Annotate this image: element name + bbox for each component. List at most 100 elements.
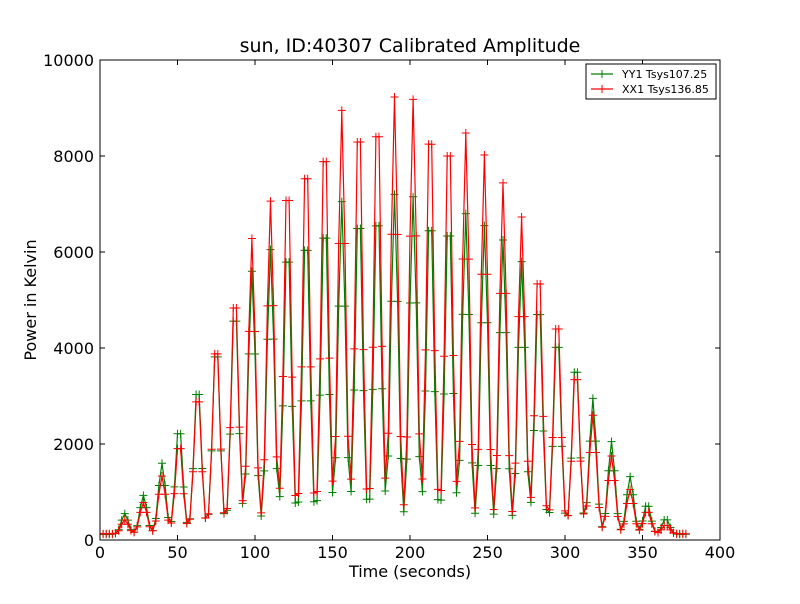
data-point-marker bbox=[325, 354, 334, 363]
data-point-marker bbox=[275, 484, 284, 493]
data-point-marker bbox=[421, 386, 430, 395]
data-point-marker bbox=[120, 515, 129, 524]
y-tick-label: 6000 bbox=[53, 243, 94, 262]
data-point-marker bbox=[613, 512, 622, 521]
data-point-marker bbox=[427, 140, 436, 149]
data-point-marker bbox=[402, 432, 411, 441]
data-point-marker bbox=[303, 246, 312, 255]
data-point-marker bbox=[412, 298, 421, 307]
y-tick-label: 2000 bbox=[53, 435, 94, 454]
y-axis: 0 2000 4000 6000 8000 10000 bbox=[43, 51, 720, 550]
data-point-marker bbox=[359, 345, 368, 354]
data-point-marker bbox=[567, 457, 576, 466]
legend-marker bbox=[598, 70, 606, 78]
data-point-marker bbox=[195, 397, 204, 406]
chart-title: sun, ID:40307 Calibrated Amplitude bbox=[240, 35, 581, 57]
data-point-marker bbox=[139, 498, 148, 507]
data-point-marker bbox=[365, 495, 374, 504]
data-point-marker bbox=[356, 138, 365, 147]
data-point-marker bbox=[592, 448, 600, 457]
data-point-marker bbox=[176, 444, 185, 453]
data-point-marker bbox=[378, 384, 387, 393]
data-point-marker bbox=[474, 461, 483, 470]
data-point-marker bbox=[638, 519, 647, 528]
data-point-marker bbox=[499, 235, 507, 244]
data-point-marker bbox=[272, 464, 281, 473]
data-point-marker bbox=[204, 509, 213, 518]
data-point-marker bbox=[142, 508, 151, 517]
x-tick-label: 100 bbox=[240, 543, 271, 562]
data-point-marker bbox=[409, 95, 418, 104]
data-point-marker bbox=[148, 526, 157, 535]
data-point-marker bbox=[554, 324, 563, 333]
data-point-marker bbox=[588, 394, 597, 403]
data-point-marker bbox=[489, 505, 498, 514]
data-point-marker bbox=[232, 303, 241, 312]
data-point-marker bbox=[344, 453, 352, 462]
data-point-marker bbox=[595, 503, 604, 512]
data-point-marker bbox=[294, 497, 303, 506]
data-point-marker bbox=[399, 507, 408, 516]
data-point-marker bbox=[526, 493, 535, 502]
data-point-marker bbox=[502, 328, 511, 337]
x-axis: 0 50 100 150 200 250 300 350 400 bbox=[95, 60, 735, 562]
data-point-marker bbox=[548, 433, 557, 442]
data-point-marker bbox=[176, 429, 185, 438]
data-point-marker bbox=[158, 459, 166, 468]
data-point-marker bbox=[145, 522, 154, 531]
data-point-marker bbox=[446, 151, 455, 160]
data-point-marker bbox=[626, 472, 635, 481]
data-point-marker bbox=[610, 476, 619, 485]
data-point-marker bbox=[278, 372, 287, 381]
data-point-marker bbox=[418, 487, 427, 496]
data-point-marker bbox=[418, 474, 427, 483]
data-point-marker bbox=[294, 489, 303, 498]
data-point-marker bbox=[619, 519, 628, 528]
data-point-marker bbox=[573, 368, 582, 377]
data-point-marker bbox=[303, 174, 312, 183]
data-point-marker bbox=[288, 373, 297, 382]
data-point-marker bbox=[452, 477, 461, 486]
data-point-marker bbox=[601, 512, 610, 521]
x-tick-label: 150 bbox=[317, 543, 348, 562]
legend-marker bbox=[598, 85, 606, 93]
y-tick-label: 4000 bbox=[53, 339, 94, 358]
data-point-marker bbox=[455, 456, 464, 465]
data-point-marker bbox=[223, 504, 232, 513]
x-tick-label: 200 bbox=[395, 543, 426, 562]
data-point-marker bbox=[480, 221, 489, 230]
data-point-marker bbox=[285, 196, 294, 205]
data-point-marker bbox=[238, 496, 247, 505]
data-point-marker bbox=[415, 429, 424, 438]
data-point-marker bbox=[582, 501, 591, 510]
data-point-marker bbox=[663, 521, 672, 530]
data-point-marker bbox=[278, 401, 287, 410]
data-point-marker bbox=[396, 432, 405, 441]
data-point-marker bbox=[474, 445, 483, 454]
data-point-marker bbox=[390, 92, 399, 101]
data-point-marker bbox=[468, 440, 476, 449]
data-point-marker bbox=[461, 209, 470, 218]
data-point-marker bbox=[657, 525, 666, 534]
data-point-marker bbox=[486, 445, 495, 454]
data-point-marker bbox=[368, 343, 377, 352]
data-point-marker bbox=[430, 346, 439, 355]
data-point-marker bbox=[440, 352, 449, 361]
data-point-marker bbox=[347, 487, 356, 496]
data-point-marker bbox=[644, 508, 653, 517]
data-point-marker bbox=[415, 452, 424, 461]
data-point-marker bbox=[440, 390, 449, 399]
y-tick-label: 0 bbox=[84, 531, 94, 550]
data-point-marker bbox=[216, 445, 225, 454]
data-point-marker bbox=[313, 487, 321, 496]
legend-box bbox=[585, 63, 717, 100]
data-point-marker bbox=[251, 327, 259, 336]
data-point-marker bbox=[316, 354, 325, 363]
data-point-marker bbox=[384, 452, 393, 461]
data-point-marker bbox=[464, 255, 473, 264]
data-point-marker bbox=[114, 526, 123, 535]
data-point-marker bbox=[536, 279, 545, 288]
data-point-marker bbox=[297, 362, 306, 371]
data-point-marker bbox=[542, 501, 551, 510]
data-point-marker bbox=[437, 496, 445, 505]
